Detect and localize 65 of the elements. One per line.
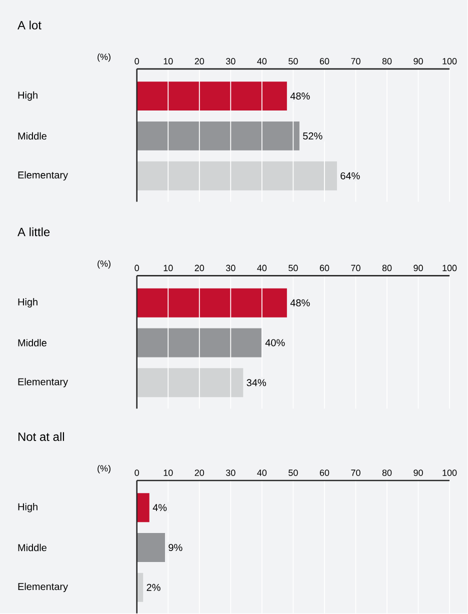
x-tick-label: 20 — [195, 470, 204, 476]
x-tick-label: 0 — [134, 58, 140, 64]
x-tick-label: 10 — [164, 264, 174, 272]
x-axis-title: (%) — [98, 53, 111, 62]
x-tick-label: 10 — [164, 58, 174, 64]
bar — [137, 493, 150, 522]
x-tick-label: 20 — [195, 264, 204, 272]
bar — [137, 82, 288, 111]
x-tick-label: 100 — [442, 58, 457, 64]
x-tick-label: 30 — [226, 264, 236, 272]
data-label: 4% — [153, 504, 167, 512]
x-tick-label: 50 — [288, 470, 298, 476]
x-tick-label: 90 — [414, 470, 424, 476]
data-label: 48% — [290, 92, 310, 100]
x-tick-label: 0 — [134, 264, 140, 272]
x-tick-label: 20 — [195, 58, 204, 64]
x-tick-label: 40 — [257, 470, 267, 476]
bar — [137, 533, 166, 562]
y-tick-label: Middle — [18, 544, 47, 552]
data-label: 64% — [340, 172, 360, 180]
x-tick-label: 100 — [442, 264, 457, 272]
bar — [137, 288, 288, 318]
text: A lot — [18, 20, 42, 30]
x-tick-label: 80 — [382, 264, 392, 272]
x-tick-label: 60 — [320, 470, 330, 476]
data-label: 48% — [290, 299, 310, 306]
y-tick-label: Middle — [18, 132, 47, 140]
x-tick-label: 90 — [414, 264, 424, 272]
bar — [137, 121, 300, 150]
x-axis-title: (%) — [98, 260, 111, 269]
x-tick-label: 60 — [320, 264, 330, 272]
data-label: 2% — [147, 584, 161, 591]
x-tick-label: 80 — [382, 58, 392, 64]
y-tick-label: Elementary — [18, 582, 68, 592]
x-tick-label: 60 — [320, 58, 330, 64]
x-axis-title: (%) — [98, 464, 111, 474]
y-tick-label: High — [18, 298, 38, 308]
bar — [137, 161, 338, 190]
x-tick-label: 90 — [414, 58, 424, 64]
chart-title: Not at all — [18, 432, 64, 441]
x-tick-label: 70 — [351, 470, 361, 476]
x-tick-label: 50 — [288, 58, 298, 64]
y-tick-label: Elementary — [18, 378, 68, 388]
x-tick-label: 0 — [134, 470, 140, 476]
y-tick-label: High — [18, 502, 38, 512]
x-tick-label: 30 — [226, 58, 236, 64]
x-tick-label: 70 — [351, 58, 361, 64]
data-label: 34% — [246, 379, 266, 386]
text: A little — [18, 227, 50, 236]
data-label: 52% — [303, 132, 323, 140]
x-tick-label: 40 — [257, 58, 267, 64]
x-tick-label: 70 — [351, 264, 361, 272]
y-tick-label: High — [18, 91, 38, 101]
y-tick-label: Elementary — [18, 171, 68, 180]
x-tick-label: 40 — [257, 264, 267, 272]
x-tick-label: 100 — [442, 470, 457, 476]
bar — [137, 328, 262, 358]
bar — [137, 368, 244, 398]
x-tick-label: 80 — [382, 470, 392, 476]
x-tick-label: 10 — [164, 470, 174, 476]
y-tick-label: Middle — [18, 339, 47, 346]
data-label: 9% — [168, 544, 183, 552]
data-label: 40% — [266, 339, 286, 346]
x-tick-label: 30 — [226, 470, 236, 476]
x-tick-label: 50 — [288, 264, 298, 272]
